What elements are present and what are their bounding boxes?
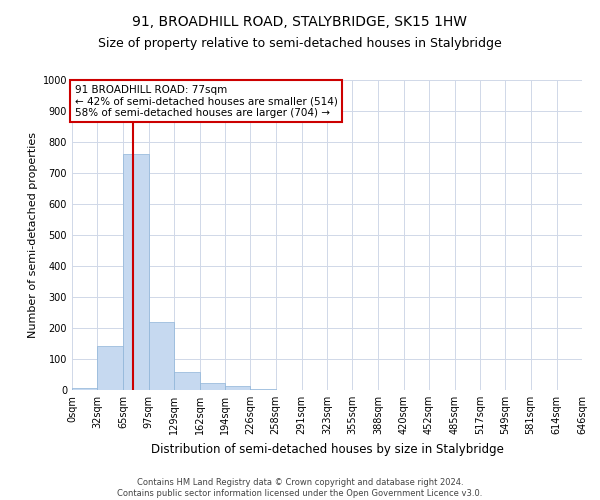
Bar [97, 346, 124, 390]
Bar [72, 388, 97, 390]
Text: 91 BROADHILL ROAD: 77sqm
← 42% of semi-detached houses are smaller (514)
58% of : 91 BROADHILL ROAD: 77sqm ← 42% of semi-d… [74, 84, 337, 118]
Bar [200, 383, 225, 390]
Bar [149, 322, 174, 390]
Bar [124, 154, 149, 390]
X-axis label: Distribution of semi-detached houses by size in Stalybridge: Distribution of semi-detached houses by … [151, 442, 503, 456]
Bar [174, 372, 200, 390]
Y-axis label: Number of semi-detached properties: Number of semi-detached properties [28, 132, 38, 338]
Bar [225, 386, 250, 390]
Text: Contains HM Land Registry data © Crown copyright and database right 2024.
Contai: Contains HM Land Registry data © Crown c… [118, 478, 482, 498]
Bar [250, 389, 275, 390]
Text: Size of property relative to semi-detached houses in Stalybridge: Size of property relative to semi-detach… [98, 38, 502, 51]
Text: 91, BROADHILL ROAD, STALYBRIDGE, SK15 1HW: 91, BROADHILL ROAD, STALYBRIDGE, SK15 1H… [133, 15, 467, 29]
